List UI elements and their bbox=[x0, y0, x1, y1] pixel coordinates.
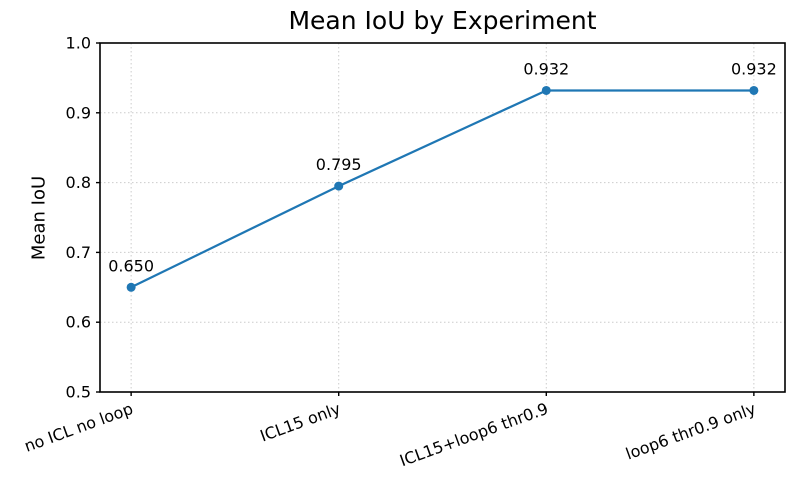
y-tick-label: 0.7 bbox=[66, 243, 91, 262]
y-tick-label: 1.0 bbox=[66, 34, 91, 53]
chart-title: Mean IoU by Experiment bbox=[288, 6, 597, 35]
y-tick-label: 0.9 bbox=[66, 103, 91, 122]
axes-spines bbox=[99, 42, 786, 393]
data-point-marker bbox=[126, 282, 136, 292]
series-line bbox=[130, 89, 755, 289]
data-point-label: 0.932 bbox=[523, 59, 569, 78]
y-tick-label: 0.8 bbox=[66, 173, 91, 192]
x-tick-label: no ICL no loop bbox=[22, 399, 136, 456]
data-point-marker bbox=[541, 85, 551, 95]
x-tick-label: ICL15+loop6 thr0.9 bbox=[397, 399, 551, 470]
data-point-marker bbox=[749, 85, 759, 95]
data-point-label: 0.932 bbox=[731, 59, 777, 78]
data-point-label: 0.795 bbox=[316, 155, 362, 174]
y-tick-label: 0.5 bbox=[66, 383, 91, 402]
y-tick-label: 0.6 bbox=[66, 313, 91, 332]
x-tick-label: ICL15 only bbox=[258, 399, 344, 446]
data-point-label: 0.650 bbox=[108, 256, 154, 275]
data-point-marker bbox=[334, 181, 344, 191]
x-tick-label: loop6 thr0.9 only bbox=[623, 399, 758, 464]
